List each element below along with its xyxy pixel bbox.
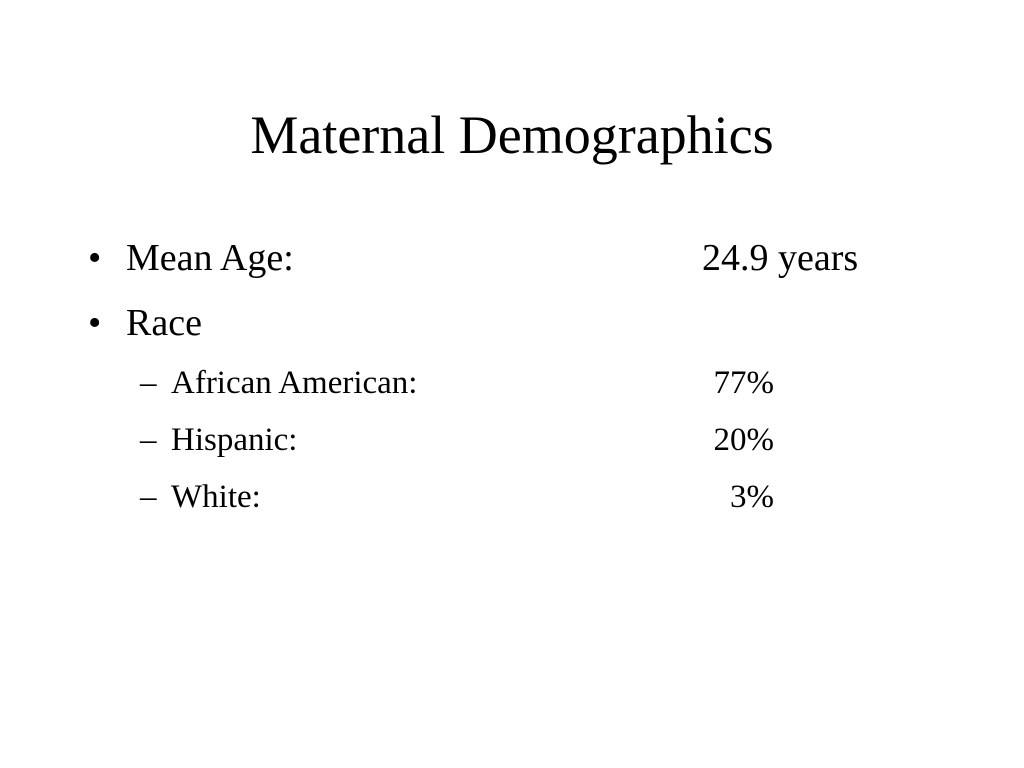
sub-bullet-african-american: – African American: 77% bbox=[0, 363, 1024, 403]
bullet-label: Race bbox=[126, 302, 202, 344]
bullet-marker: • bbox=[88, 237, 102, 279]
sub-bullet-label: White: bbox=[171, 479, 261, 515]
sub-bullet-white: – White: 3% bbox=[0, 477, 1024, 517]
sub-bullet-value: 3% bbox=[730, 479, 774, 515]
sub-bullet-label: African American: bbox=[171, 365, 418, 401]
sub-bullet-marker: – bbox=[140, 422, 157, 458]
sub-bullet-value: 77% bbox=[713, 365, 775, 401]
bullet-label: Mean Age: bbox=[126, 237, 294, 279]
bullet-mean-age: • Mean Age: 24.9 years bbox=[0, 236, 1024, 280]
bullet-marker: • bbox=[88, 302, 102, 344]
bullet-value: 24.9 years bbox=[702, 237, 859, 279]
sub-bullet-marker: – bbox=[140, 365, 157, 401]
slide-title: Maternal Demographics bbox=[250, 105, 774, 165]
sub-bullet-value: 20% bbox=[713, 422, 775, 458]
bullet-race: • Race bbox=[0, 301, 1024, 345]
sub-bullet-marker: – bbox=[140, 479, 157, 515]
sub-bullet-hispanic: – Hispanic: 20% bbox=[0, 420, 1024, 460]
sub-bullet-label: Hispanic: bbox=[171, 422, 298, 458]
